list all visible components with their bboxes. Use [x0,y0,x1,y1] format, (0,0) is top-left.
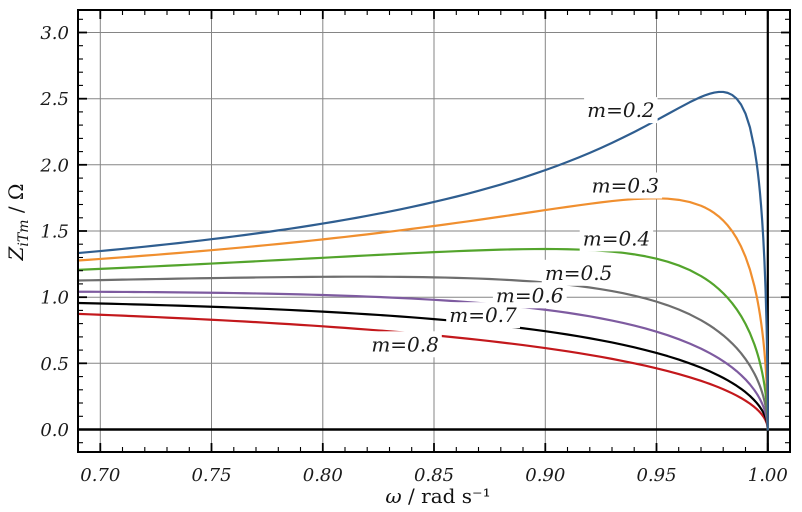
y-tick-label-2.5: 2.5 [39,89,69,110]
curve-m=0.4 [76,247,769,431]
gridlines [78,10,790,452]
curve-label-bg [446,302,520,329]
tick-marks [77,10,791,452]
curve-m=0.7 [76,301,769,431]
curve-label-bg [579,225,654,252]
y-tick-label-2.0: 2.0 [39,155,69,176]
y-axis-label: ZiTm / Ω [4,183,32,261]
y-tick-label-0.0: 0.0 [40,420,69,441]
curve-label-bg [584,97,658,124]
x-tick-label-0.75: 0.75 [191,465,231,486]
curve-m=0.2 [76,90,769,431]
x-tick-label-0.70: 0.70 [80,465,120,486]
curve-m=0.6 [76,290,769,431]
curve-label-m=0.7: m=0.7 [449,303,517,327]
x-tick-label-1.00: 1.00 [748,465,788,486]
curve-m=0.5 [76,275,769,431]
curve-label-m=0.8: m=0.8 [371,332,439,356]
x-tick-label-0.90: 0.90 [525,465,565,486]
curve-m=0.8 [76,312,769,431]
curve-label-m=0.2: m=0.2 [587,98,655,122]
x-tick-label-0.80: 0.80 [303,465,343,486]
curve-label-m=0.5: m=0.5 [545,261,613,285]
curve-label-bg [368,331,442,358]
curve-annotations: m=0.2m=0.3m=0.4m=0.5m=0.6m=0.7m=0.8 [368,97,663,358]
curve-label-m=0.3: m=0.3 [592,174,660,198]
x-tick-label-0.85: 0.85 [414,465,454,486]
y-tick-label-1.0: 1.0 [40,288,69,309]
y-tick-label-0.5: 0.5 [40,354,69,375]
curve-label-m=0.4: m=0.4 [583,226,651,250]
curve-label-bg [541,259,616,286]
x-tick-label-0.95: 0.95 [636,465,676,486]
curve-label-bg [588,172,663,199]
x-axis-label: ω / rad s⁻¹ [385,484,490,508]
y-tick-label-3.0: 3.0 [40,23,69,44]
y-tick-label-1.5: 1.5 [40,222,69,243]
tick-labels: 0.70 0.75 0.80 0.85 0.90 0.95 1.00 0.0 0.5 1.0 1.5… [39,23,787,486]
curves [76,90,769,431]
curve-m=0.3 [76,197,769,431]
